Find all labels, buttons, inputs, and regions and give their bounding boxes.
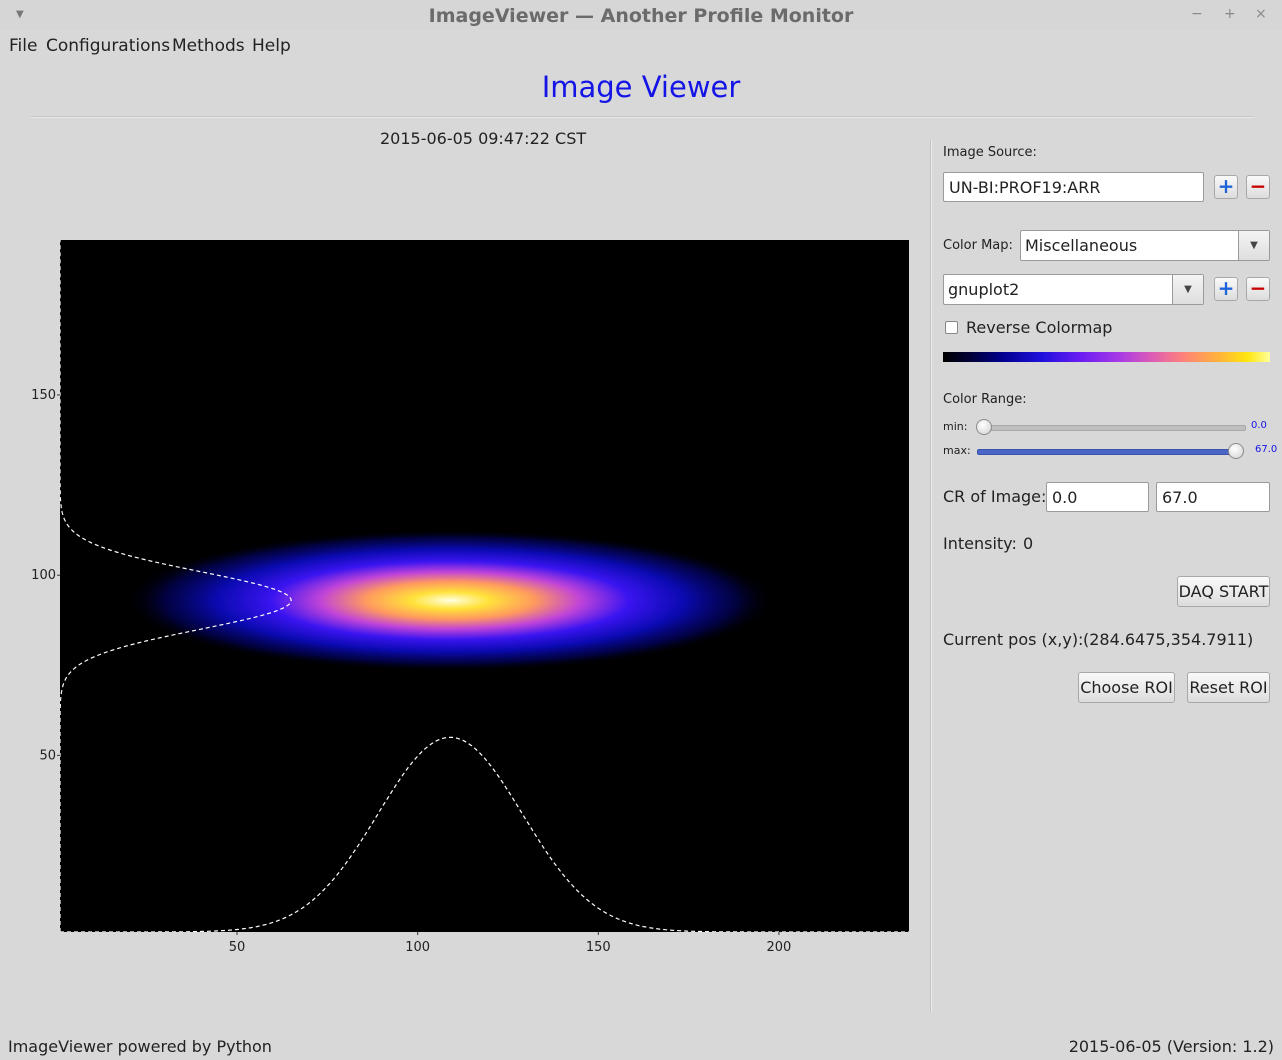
min-slider-value: 0.0	[1251, 420, 1267, 431]
y-tick-label: 100	[31, 568, 56, 583]
color-map-category-select[interactable]: Miscellaneous ▼	[1020, 230, 1270, 261]
x-axis: 50 100 150 200	[229, 932, 792, 955]
menu-configurations[interactable]: Configurations	[46, 36, 171, 56]
y-tick-label: 50	[39, 748, 56, 763]
add-source-button[interactable]: +	[1214, 175, 1238, 199]
cr-min-input[interactable]	[1046, 482, 1149, 512]
beam-intensity	[125, 529, 776, 672]
close-button[interactable]: ×	[1255, 6, 1267, 22]
chevron-down-icon[interactable]: ▼	[1238, 231, 1269, 260]
reset-roi-button[interactable]: Reset ROI	[1187, 672, 1270, 703]
reverse-colormap-checkbox[interactable]	[945, 321, 958, 334]
menu-bar: File Configurations Methods Help	[0, 31, 1282, 59]
menu-methods[interactable]: Methods	[172, 36, 245, 56]
window-title: ImageViewer — Another Profile Monitor	[428, 5, 854, 27]
x-tick-label: 100	[405, 940, 430, 955]
reverse-colormap-label: Reverse Colormap	[966, 318, 1113, 337]
color-map-select[interactable]: gnuplot2 ▼	[943, 274, 1204, 305]
add-colormap-button[interactable]: +	[1214, 277, 1238, 301]
x-profile-curve	[60, 736, 909, 932]
minimize-button[interactable]: −	[1191, 6, 1203, 22]
current-pos-label: Current pos (x,y):	[943, 630, 1084, 649]
window-menu-icon[interactable]: ▼	[16, 9, 24, 20]
status-right: 2015-06-05 (Version: 1.2)	[1068, 1037, 1274, 1056]
image-plot[interactable]: 50 100 150 200 50 100 150	[0, 230, 925, 960]
title-bar: ▼ ImageViewer — Another Profile Monitor …	[0, 0, 1282, 30]
app-title: Image Viewer	[541, 70, 741, 104]
y-axis: 50 100 150	[31, 388, 60, 763]
x-tick-label: 200	[767, 940, 792, 955]
x-tick-label: 50	[229, 940, 246, 955]
image-source-label: Image Source:	[943, 145, 1037, 160]
beam-spot	[125, 529, 776, 672]
color-map-label: Color Map:	[943, 238, 1013, 253]
color-map-category-value: Miscellaneous	[1025, 236, 1138, 255]
chevron-down-icon[interactable]: ▼	[1172, 275, 1203, 304]
color-range-label: Color Range:	[943, 392, 1027, 407]
menu-file[interactable]: File	[9, 36, 38, 56]
intensity-label: Intensity:	[943, 534, 1017, 553]
x-tick-label: 150	[586, 940, 611, 955]
max-slider-value: 67.0	[1255, 444, 1278, 455]
max-slider-handle[interactable]	[1228, 443, 1244, 459]
image-source-input[interactable]	[943, 172, 1204, 202]
current-pos-value: (284.6475,354.7911)	[1083, 630, 1254, 649]
remove-colormap-button[interactable]: −	[1246, 277, 1270, 301]
cr-of-image-label: CR of Image:	[943, 487, 1047, 506]
menu-help[interactable]: Help	[252, 36, 291, 56]
image-timestamp: 2015-06-05 09:47:22 CST	[380, 129, 587, 148]
status-left: ImageViewer powered by Python	[8, 1037, 272, 1056]
colormap-preview-bar	[943, 352, 1270, 362]
max-slider-track[interactable]	[977, 449, 1241, 455]
horizontal-divider	[31, 116, 1253, 118]
maximize-button[interactable]: +	[1224, 6, 1236, 22]
color-map-value: gnuplot2	[948, 280, 1020, 299]
vertical-divider	[930, 140, 932, 1012]
max-label: max:	[943, 444, 971, 457]
daq-start-button[interactable]: DAQ START	[1177, 576, 1270, 607]
min-slider-handle[interactable]	[976, 419, 992, 435]
intensity-value: 0	[1023, 534, 1034, 553]
min-slider-track[interactable]	[977, 425, 1246, 431]
cr-max-input[interactable]	[1156, 482, 1270, 512]
remove-source-button[interactable]: −	[1246, 175, 1270, 199]
choose-roi-button[interactable]: Choose ROI	[1078, 672, 1175, 703]
y-tick-label: 150	[31, 388, 56, 403]
min-label: min:	[943, 420, 968, 433]
